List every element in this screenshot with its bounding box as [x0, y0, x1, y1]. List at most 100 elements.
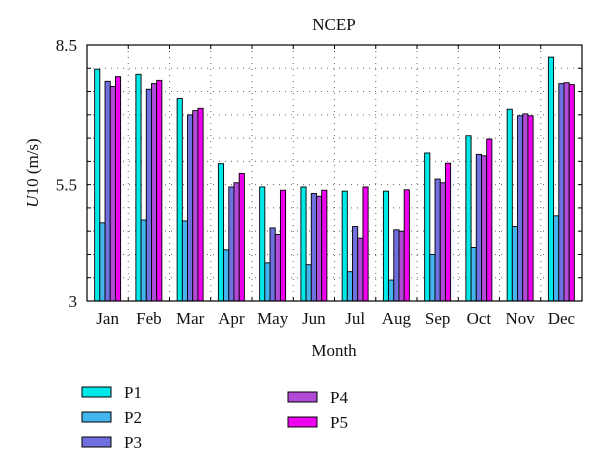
bar-p1-sep: [424, 152, 431, 302]
bars: [94, 56, 575, 302]
legend-swatch: [287, 416, 318, 428]
bar-p1-jan: [94, 68, 101, 302]
bar-p2-nov: [511, 226, 518, 302]
bar-p5-jan: [114, 76, 122, 302]
legend-label: P1: [124, 383, 142, 402]
bar-p1-may: [259, 186, 266, 302]
legend-item-p3: P3: [81, 433, 142, 452]
bar-p5-aug: [403, 189, 410, 302]
chart-title: NCEP: [312, 15, 355, 34]
bar-p3-sep: [434, 178, 441, 302]
x-tick-label: Sep: [425, 309, 451, 328]
bar-p4-jun: [316, 195, 323, 302]
bar-p2-mar: [181, 220, 188, 302]
bar-p4-dec: [563, 82, 570, 302]
legend-label: P5: [330, 413, 348, 432]
x-tick-label: Apr: [218, 309, 245, 328]
bar-p2-apr: [223, 249, 230, 302]
bar-p5-jul: [362, 186, 369, 302]
bar-p1-nov: [506, 108, 513, 302]
bar-p3-jan: [104, 80, 111, 302]
x-tick-label: Jul: [345, 309, 365, 328]
bar-p1-feb: [135, 73, 142, 302]
y-tick-label: 3: [69, 292, 78, 311]
x-tick-label: Jun: [302, 309, 326, 328]
bar-p4-apr: [233, 182, 240, 302]
bar-p3-apr: [228, 186, 235, 302]
bar-p1-jun: [300, 186, 307, 302]
bar-p1-apr: [217, 163, 225, 302]
x-axis-label: Month: [311, 341, 357, 360]
bar-p2-jun: [305, 264, 312, 302]
bar-p5-dec: [568, 84, 575, 302]
y-axis-label: U10 (m/s): [23, 138, 42, 207]
y-tick-labels: 3 5.5 8.5: [56, 36, 77, 311]
x-tick-label: May: [257, 309, 289, 328]
y-axis-label-unit: 10 (m/s): [23, 138, 42, 195]
x-tick-label: Oct: [467, 309, 492, 328]
ticks: [87, 45, 582, 301]
bar-p1-oct: [465, 135, 472, 302]
bar-p5-sep: [444, 162, 452, 302]
bar-p2-sep: [429, 253, 436, 302]
legend-label: P2: [124, 408, 142, 427]
bar-p5-may: [279, 189, 287, 302]
bar-p2-aug: [388, 279, 395, 302]
bar-p4-feb: [151, 83, 158, 302]
bar-p2-feb: [140, 219, 147, 302]
bar-p1-jul: [341, 190, 348, 302]
bar-p3-aug: [393, 229, 400, 302]
bar-p3-jun: [310, 193, 317, 302]
bar-p4-jul: [357, 237, 364, 302]
legend-swatch: [81, 436, 112, 448]
bar-p3-mar: [187, 114, 194, 302]
bar-p2-jan: [99, 222, 106, 302]
bar-p5-nov: [527, 115, 534, 302]
legend-label: P4: [330, 388, 348, 407]
bar-p3-nov: [517, 115, 524, 302]
bar-p4-mar: [192, 110, 199, 302]
bar-p3-feb: [145, 88, 152, 302]
x-tick-label: Nov: [505, 309, 535, 328]
bar-p5-apr: [238, 173, 245, 302]
bar-p1-dec: [547, 56, 555, 302]
legend-swatch: [81, 411, 112, 423]
legend-swatch: [287, 391, 318, 403]
bar-p5-mar: [197, 107, 204, 302]
legend-item-p4: P4: [287, 388, 348, 407]
bar-p2-oct: [470, 247, 477, 302]
legend-label: P3: [124, 433, 142, 452]
legend-swatch: [81, 386, 112, 398]
bar-p5-oct: [486, 138, 493, 302]
bar-p1-mar: [176, 98, 183, 302]
y-axis-label-variable: U: [23, 194, 42, 208]
x-tick-label: Aug: [382, 309, 412, 328]
y-tick-label: 5.5: [56, 176, 77, 195]
bar-p4-nov: [522, 113, 529, 302]
x-tick-label: Dec: [548, 309, 576, 328]
legend: P1 P2 P3 P4 P5: [81, 383, 348, 452]
bar-p3-dec: [558, 83, 565, 302]
bar-p4-jan: [109, 85, 116, 302]
bar-p4-may: [274, 233, 281, 302]
bar-p2-jul: [346, 271, 353, 302]
x-tick-label: Mar: [176, 309, 205, 328]
bar-p3-oct: [475, 153, 482, 302]
x-tick-label: Jan: [96, 309, 119, 328]
bar-p4-aug: [398, 230, 405, 302]
legend-item-p2: P2: [81, 408, 142, 427]
bar-p3-may: [269, 227, 276, 302]
bar-p3-jul: [352, 226, 359, 302]
bar-p2-dec: [553, 215, 560, 302]
y-tick-label: 8.5: [56, 36, 77, 55]
bar-p5-jun: [321, 189, 328, 302]
x-tick-labels: Jan Feb Mar Apr May Jun Jul Aug Sep Oct Nov Dec: [96, 309, 575, 328]
legend-item-p5: P5: [287, 413, 348, 432]
grid: [87, 45, 582, 301]
bar-p4-oct: [481, 155, 488, 302]
bar-p5-feb: [156, 79, 163, 302]
legend-item-p1: P1: [81, 383, 142, 402]
bar-p4-sep: [439, 182, 446, 302]
bar-p2-may: [264, 262, 271, 302]
